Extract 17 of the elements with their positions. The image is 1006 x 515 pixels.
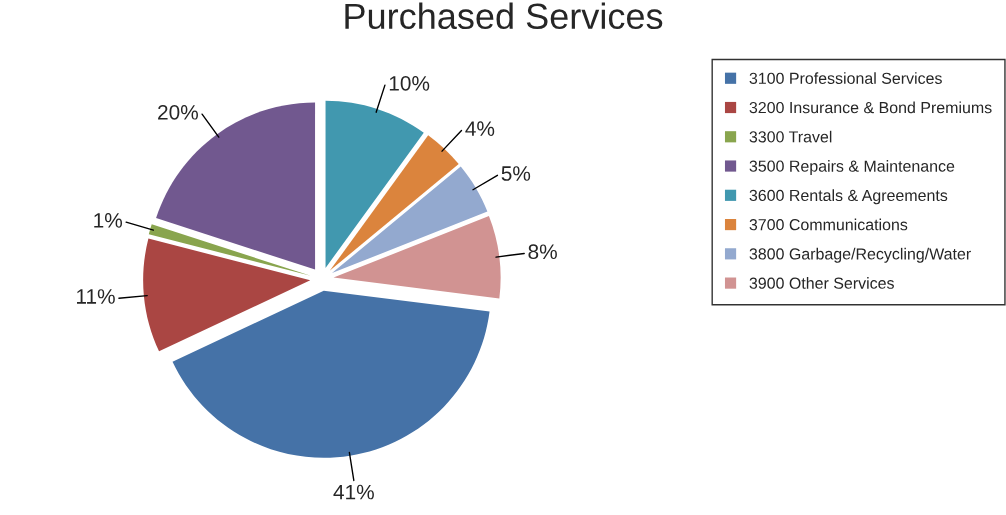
- data-label: 20%: [158, 104, 198, 120]
- data-label: 1%: [94, 213, 123, 228]
- data-label: 41%: [333, 484, 374, 500]
- data-label: 8%: [528, 244, 557, 260]
- chart-title: Purchased Services: [345, 2, 663, 30]
- legend-label: 3100 Professional Services: [749, 72, 942, 84]
- data-label: 11%: [77, 289, 115, 304]
- legend-label: 3200 Insurance & Bond Premiums: [749, 101, 992, 114]
- legend-label: 3900 Other Services: [749, 277, 894, 289]
- data-label: 5%: [501, 166, 531, 181]
- legend-label: 3500 Repairs & Maintenance: [749, 160, 955, 175]
- legend-label: 3300 Travel: [749, 130, 832, 143]
- data-label: 4%: [465, 121, 495, 136]
- legend-label: 3700 Communications: [749, 218, 908, 231]
- legend-label: 3800 Garbage/Recycling/Water: [749, 247, 971, 263]
- legend-label: 3600 Rentals & Agreements: [749, 189, 948, 205]
- data-label: 10%: [389, 75, 430, 91]
